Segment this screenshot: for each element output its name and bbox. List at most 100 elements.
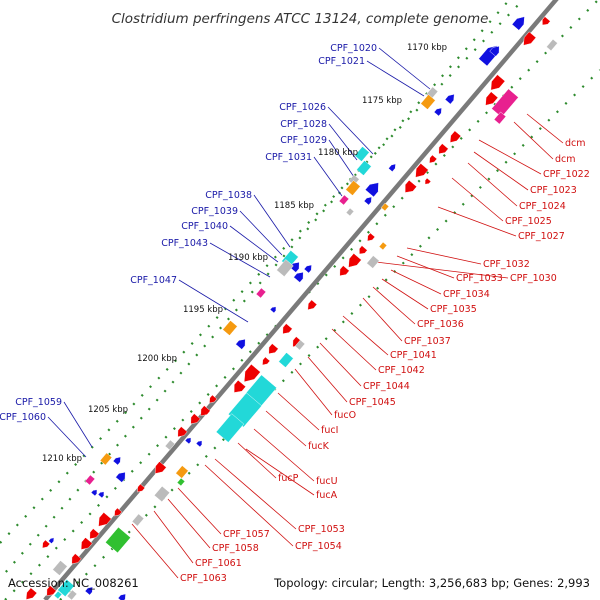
- reverse-gene-label: CPF_1057: [223, 529, 270, 540]
- reverse-label-leader: [204, 464, 294, 547]
- reverse-gene-label: CPF_1036: [417, 319, 464, 330]
- gene-feature: [415, 163, 429, 178]
- gene-feature: [276, 259, 294, 277]
- reverse-gene-label: CPF_1044: [363, 381, 410, 392]
- gene-feature: [255, 287, 267, 299]
- gene-feature: [449, 130, 462, 143]
- gene-feature: [380, 202, 390, 212]
- gene-feature: [429, 154, 438, 164]
- map-title: Clostridium perfringens ATCC 13124, comp…: [112, 11, 489, 27]
- reverse-gene-label: CPF_1023: [530, 185, 577, 196]
- reverse-label-leader: [467, 162, 518, 207]
- gene-feature: [433, 107, 442, 117]
- gene-feature: [164, 439, 176, 451]
- kbp-tick-label: 1210 kbp: [42, 454, 82, 464]
- reverse-label-leader: [307, 356, 348, 403]
- forward-label-leader: [366, 60, 425, 97]
- gene-feature: [177, 426, 188, 438]
- gene-feature: [235, 338, 246, 350]
- gene-feature: [546, 38, 558, 52]
- reverse-label-leader: [277, 392, 320, 431]
- gene-feature: [105, 526, 131, 554]
- gene-feature: [190, 413, 201, 425]
- reverse-gene-label: CPF_1027: [518, 231, 565, 242]
- gene-feature: [378, 241, 388, 251]
- reverse-gene-label: CPF_1032: [483, 259, 530, 270]
- gene-feature: [222, 320, 238, 336]
- forward-gene-label: CPF_1060: [0, 412, 46, 423]
- forward-label-leader: [327, 106, 374, 155]
- reverse-gene-label: CPF_1033: [456, 273, 503, 284]
- gene-feature: [84, 474, 96, 486]
- gene-feature: [112, 456, 121, 466]
- gene-feature: [542, 16, 551, 26]
- gene-feature: [294, 339, 306, 351]
- forward-label-leader: [328, 123, 358, 161]
- forward-gene-label: CPF_1059: [15, 397, 62, 408]
- gene-feature: [485, 91, 499, 106]
- forward-gene-label: CPF_1021: [318, 56, 365, 67]
- label-leader-lines: [47, 47, 564, 579]
- reverse-label-leader: [381, 278, 429, 310]
- gene-feature: [215, 413, 245, 443]
- forward-label-leader: [47, 416, 87, 458]
- gene-feature: [345, 207, 355, 217]
- reverse-gene-label: CPF_1061: [195, 558, 242, 569]
- reverse-label-leader: [451, 177, 504, 222]
- gene-feature: [262, 356, 271, 366]
- forward-label-leader: [229, 225, 279, 263]
- gene-feature: [42, 539, 51, 549]
- reverse-label-leader: [245, 448, 315, 496]
- reverse-label-leader: [526, 113, 564, 144]
- gene-feature: [97, 491, 105, 499]
- reverse-gene-label: CPF_1022: [543, 169, 590, 180]
- forward-gene-label: CPF_1029: [280, 135, 327, 146]
- reverse-gene-label: fucK: [308, 441, 330, 452]
- gene-feature: [489, 45, 500, 57]
- gene-feature: [243, 363, 261, 383]
- gene-feature: [293, 271, 304, 283]
- gene-feature: [137, 483, 146, 493]
- gene-feature: [523, 31, 537, 46]
- reverse-gene-label: CPF_1063: [180, 573, 227, 584]
- reverse-label-leader: [342, 315, 389, 356]
- reverse-gene-label: CPF_1024: [519, 201, 566, 212]
- reverse-gene-label: CPF_1042: [378, 365, 425, 376]
- gene-feature: [53, 590, 63, 600]
- gene-feature: [404, 179, 417, 193]
- gene-feature: [339, 265, 350, 277]
- gene-feature: [176, 477, 186, 487]
- forward-label-leader: [239, 210, 283, 256]
- gene-feature: [90, 489, 98, 497]
- forward-label-leader: [209, 242, 271, 278]
- reverse-gene-label: CPF_1025: [505, 216, 552, 227]
- gene-feature: [338, 194, 350, 206]
- reverse-label-leader: [237, 442, 277, 479]
- reverse-label-leader: [331, 328, 377, 371]
- reverse-gene-label: CPF_1030: [510, 273, 557, 284]
- gene-feature: [48, 537, 55, 544]
- reverse-label-leader: [153, 510, 194, 564]
- forward-gene-label: CPF_1026: [279, 102, 326, 113]
- forward-gene-label: CPF_1028: [280, 119, 327, 130]
- gene-feature: [184, 437, 192, 445]
- kbp-tick-label: 1195 kbp: [183, 305, 223, 315]
- forward-gene-label: CPF_1040: [181, 221, 228, 232]
- forward-label-leader: [178, 279, 249, 323]
- reverse-gene-label: dcm: [555, 154, 576, 165]
- reverse-gene-label: CPF_1058: [212, 543, 259, 554]
- gene-feature: [366, 255, 380, 269]
- gene-feature: [345, 180, 361, 196]
- reverse-label-leader: [294, 368, 333, 416]
- gene-feature: [348, 253, 362, 268]
- gene-feature: [307, 299, 318, 311]
- reverse-label-leader: [214, 458, 297, 530]
- reverse-label-leader: [167, 498, 211, 549]
- reverse-gene-label: CPF_1041: [390, 350, 437, 361]
- gene-feature: [278, 352, 294, 368]
- gene-feature: [303, 264, 312, 274]
- gene-labels: CPF_1020 CPF_1021 CPF_1026 CPF_1028 CPF_1029…: [0, 43, 590, 584]
- reverse-label-leader: [131, 523, 179, 579]
- gene-feature: [388, 163, 396, 172]
